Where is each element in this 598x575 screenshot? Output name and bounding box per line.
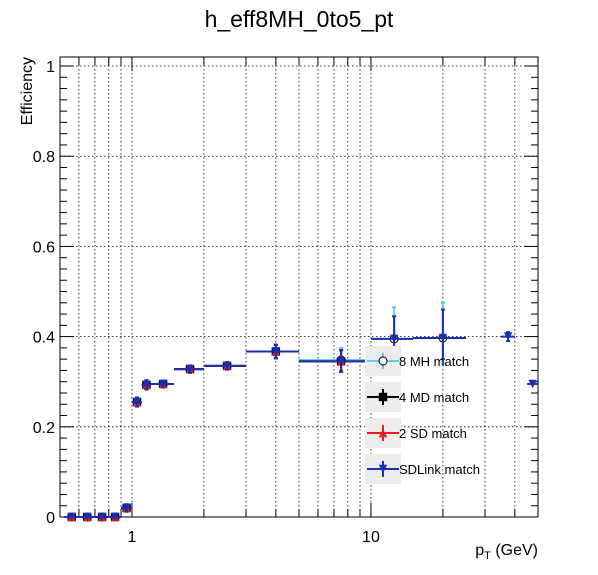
data-point [336, 357, 346, 366]
y-tick-label: 1 [46, 59, 55, 76]
series-sdlink-match [64, 308, 538, 522]
chart-title: h_eff8MH_0to5_pt [204, 6, 394, 32]
data-point [389, 334, 399, 344]
y-tick-label: 0.8 [33, 149, 55, 166]
data-point [97, 512, 107, 522]
series-4-md-match [64, 343, 371, 522]
y-tick-label: 0.6 [33, 239, 55, 256]
series-8-mh-match [64, 301, 467, 522]
y-tick-label: 0 [46, 510, 55, 527]
data-point [271, 347, 281, 356]
y-axis-label: Efficiency [19, 57, 36, 125]
data-point [142, 380, 151, 390]
data-point [528, 379, 537, 389]
data-point [132, 397, 142, 407]
y-tick-label: 0.4 [33, 330, 55, 347]
data-point [110, 512, 120, 522]
data-point [438, 333, 448, 343]
legend-marker [378, 392, 388, 402]
data-point [222, 361, 232, 371]
data-point [158, 379, 168, 389]
legend-marker [378, 356, 388, 366]
x-axis-label: pT (GeV) [475, 542, 538, 562]
legend-label: 2 SD match [399, 426, 467, 441]
data-point [122, 503, 131, 513]
x-tick-label: 1 [127, 529, 136, 546]
legend-label: 4 MD match [399, 390, 469, 405]
legend-label: SDLink match [399, 462, 480, 477]
x-tick-label: 10 [362, 529, 380, 546]
data-point [67, 512, 76, 522]
data-point [185, 364, 195, 374]
legend-marker [378, 428, 388, 438]
legend-label: 8 MH match [399, 354, 469, 369]
data-point [83, 512, 92, 522]
legend-marker [378, 464, 388, 474]
data-point [503, 332, 513, 341]
y-tick-label: 0.2 [33, 420, 55, 437]
series-2-sd-match [64, 343, 371, 522]
